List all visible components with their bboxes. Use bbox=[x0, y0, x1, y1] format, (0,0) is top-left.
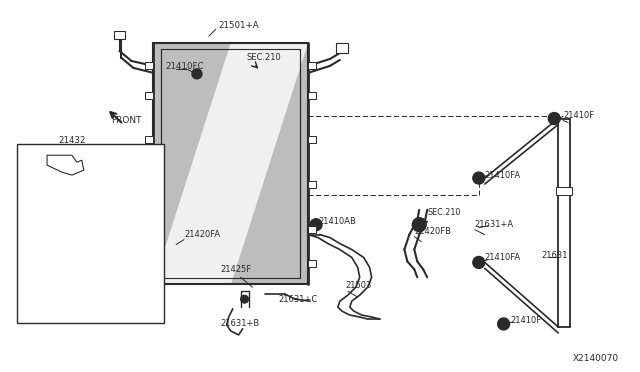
Text: 21420FB: 21420FB bbox=[414, 227, 451, 236]
Text: 21410FB: 21410FB bbox=[17, 225, 52, 234]
Text: 21410FA: 21410FA bbox=[484, 171, 521, 180]
Bar bbox=[145, 181, 153, 188]
Text: FRONT: FRONT bbox=[111, 116, 142, 125]
Bar bbox=[308, 92, 316, 99]
Circle shape bbox=[68, 241, 80, 253]
Polygon shape bbox=[153, 43, 230, 284]
Circle shape bbox=[241, 295, 248, 303]
Bar bbox=[308, 62, 316, 69]
Bar bbox=[308, 137, 316, 143]
Text: 21631+B: 21631+B bbox=[221, 320, 260, 328]
Text: 21410AA: 21410AA bbox=[52, 240, 88, 249]
Text: 21631: 21631 bbox=[541, 251, 568, 260]
Circle shape bbox=[72, 246, 76, 250]
Circle shape bbox=[412, 218, 426, 232]
Text: 21410AB: 21410AB bbox=[318, 217, 356, 226]
Text: SEC.210: SEC.210 bbox=[246, 54, 282, 62]
Bar bbox=[113, 31, 125, 39]
Circle shape bbox=[477, 260, 481, 264]
Circle shape bbox=[34, 232, 46, 244]
Text: 21501: 21501 bbox=[21, 180, 47, 189]
Text: SEC.210: SEC.210 bbox=[427, 208, 461, 217]
Text: 21503: 21503 bbox=[346, 281, 372, 290]
Circle shape bbox=[147, 262, 152, 267]
Bar bbox=[336, 43, 348, 53]
Circle shape bbox=[548, 113, 560, 125]
Text: 21432: 21432 bbox=[58, 136, 86, 145]
Circle shape bbox=[147, 63, 152, 69]
Bar bbox=[145, 62, 153, 69]
Bar bbox=[17, 144, 164, 323]
Text: 21410F: 21410F bbox=[563, 111, 595, 120]
Text: 21631+A: 21631+A bbox=[475, 220, 514, 229]
Text: 21420G: 21420G bbox=[21, 151, 52, 160]
Circle shape bbox=[309, 93, 315, 99]
Circle shape bbox=[502, 322, 506, 326]
Circle shape bbox=[309, 63, 315, 69]
Circle shape bbox=[473, 256, 484, 268]
Text: 21501+A: 21501+A bbox=[219, 21, 259, 30]
Text: 21631+C: 21631+C bbox=[278, 295, 317, 304]
Circle shape bbox=[147, 182, 152, 188]
Circle shape bbox=[63, 201, 91, 229]
Circle shape bbox=[473, 172, 484, 184]
Circle shape bbox=[147, 137, 152, 143]
Circle shape bbox=[195, 72, 199, 76]
Bar bbox=[308, 260, 316, 267]
Polygon shape bbox=[230, 43, 308, 284]
Bar bbox=[153, 43, 308, 284]
Circle shape bbox=[147, 227, 152, 232]
Circle shape bbox=[477, 176, 481, 180]
Circle shape bbox=[309, 137, 315, 143]
Text: 21420FA: 21420FA bbox=[107, 228, 141, 237]
Text: 21410F: 21410F bbox=[511, 317, 541, 326]
Bar bbox=[308, 181, 316, 188]
Circle shape bbox=[310, 219, 322, 231]
Bar bbox=[145, 92, 153, 99]
Text: 21425F: 21425F bbox=[221, 265, 252, 274]
Circle shape bbox=[309, 227, 315, 232]
Text: 21420FA: 21420FA bbox=[184, 230, 220, 239]
Text: X2140070: X2140070 bbox=[573, 354, 620, 363]
Bar bbox=[556, 187, 572, 195]
Circle shape bbox=[38, 235, 42, 240]
Bar bbox=[145, 226, 153, 232]
Circle shape bbox=[309, 262, 315, 267]
Circle shape bbox=[314, 223, 318, 227]
Circle shape bbox=[552, 116, 556, 121]
Bar bbox=[145, 137, 153, 143]
Text: 21410FC: 21410FC bbox=[165, 62, 204, 71]
Text: 21410FA: 21410FA bbox=[484, 253, 521, 262]
Circle shape bbox=[192, 69, 202, 79]
Polygon shape bbox=[47, 155, 84, 175]
Circle shape bbox=[498, 318, 509, 330]
Bar bbox=[145, 260, 153, 267]
Circle shape bbox=[309, 182, 315, 188]
Circle shape bbox=[147, 93, 152, 99]
Bar bbox=[308, 226, 316, 232]
